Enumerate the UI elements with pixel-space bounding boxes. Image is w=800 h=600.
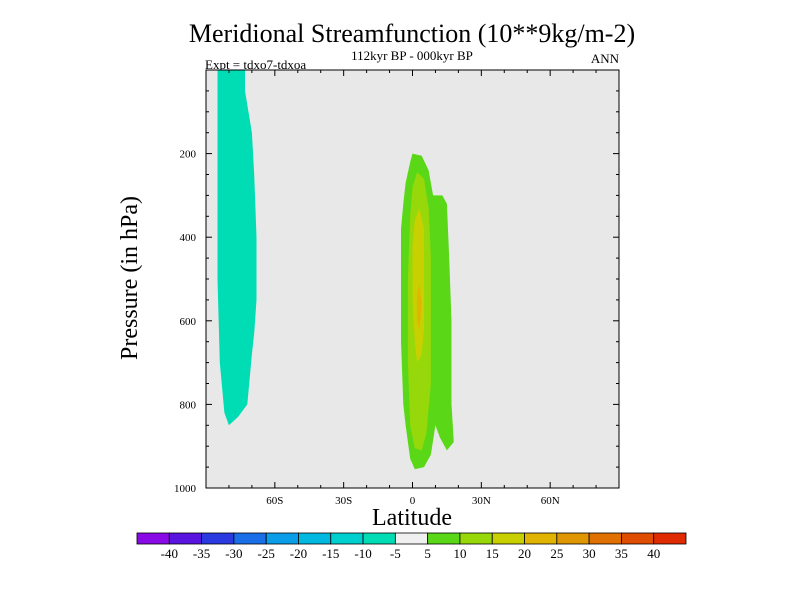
- colorbar-label: 20: [518, 546, 531, 561]
- colorbar-label: 15: [486, 546, 499, 561]
- colorbar-label: -30: [225, 546, 242, 561]
- colorbar-box: [427, 532, 461, 545]
- y-tick-label: 600: [180, 316, 197, 328]
- y-tick-label: 200: [180, 149, 197, 161]
- y-tick-label: 400: [180, 232, 197, 244]
- colorbar-box: [491, 532, 525, 545]
- colorbar-box: [653, 532, 687, 545]
- colorbar-label: -5: [390, 546, 401, 561]
- colorbar-box: [556, 532, 590, 545]
- colorbar-box: [588, 532, 622, 545]
- colorbar: -40 -35 -30 -25 -20 -15 -10 -5 5 10 15 20 25 30 35 40: [136, 532, 687, 561]
- colorbar-label: 25: [550, 546, 563, 561]
- colorbar-box: [362, 532, 396, 545]
- colorbar-label: -25: [258, 546, 275, 561]
- colorbar-label: 10: [453, 546, 466, 561]
- colorbar-box: [265, 532, 299, 545]
- x-tick-label: 30S: [335, 495, 352, 507]
- x-axis-label: Latitude: [372, 505, 452, 531]
- colorbar-box: [201, 532, 235, 545]
- x-tick-label: 0: [410, 495, 416, 507]
- colorbar-label: 40: [647, 546, 660, 561]
- colorbar-box: [168, 532, 202, 545]
- x-tick-label: 30N: [472, 495, 491, 507]
- colorbar-box: [459, 532, 493, 545]
- colorbar-box: [233, 532, 267, 545]
- contour-positive-cell-core: [417, 283, 422, 330]
- colorbar-box: [330, 532, 364, 545]
- colorbar-label: 5: [424, 546, 431, 561]
- x-tick-label: 60S: [266, 495, 283, 507]
- chart-subtitle: 112kyr BP - 000kyr BP: [351, 48, 473, 63]
- colorbar-label: 35: [615, 546, 628, 561]
- contour-negative-cell: [217, 70, 257, 426]
- colorbar-box: [524, 532, 558, 545]
- colorbar-label: -20: [290, 546, 307, 561]
- colorbar-box: [394, 532, 429, 545]
- colorbar-label: -35: [193, 546, 210, 561]
- colorbar-label: -15: [322, 546, 339, 561]
- y-tick-label: 1000: [174, 483, 197, 495]
- expt-label: Expt = tdxo7-tdxoa: [205, 57, 306, 72]
- contour-positive-cell-inner: [412, 207, 424, 363]
- x-tick-label: 60N: [541, 495, 560, 507]
- axis-ticks: 60S 30S 0 30N 60N 200 400 600 800 1000: [174, 70, 620, 507]
- season-label: ANN: [591, 51, 620, 66]
- colorbar-box: [621, 532, 655, 545]
- colorbar-box: [298, 532, 332, 545]
- colorbar-label: -40: [161, 546, 178, 561]
- colorbar-label: 30: [583, 546, 596, 561]
- colorbar-label: -10: [354, 546, 371, 561]
- y-axis-label: Pressure (in hPa): [117, 196, 143, 360]
- y-tick-label: 800: [180, 399, 197, 411]
- contour-layer: [217, 70, 454, 470]
- colorbar-box: [136, 532, 170, 545]
- chart-title: Meridional Streamfunction (10**9kg/m-2): [189, 19, 635, 48]
